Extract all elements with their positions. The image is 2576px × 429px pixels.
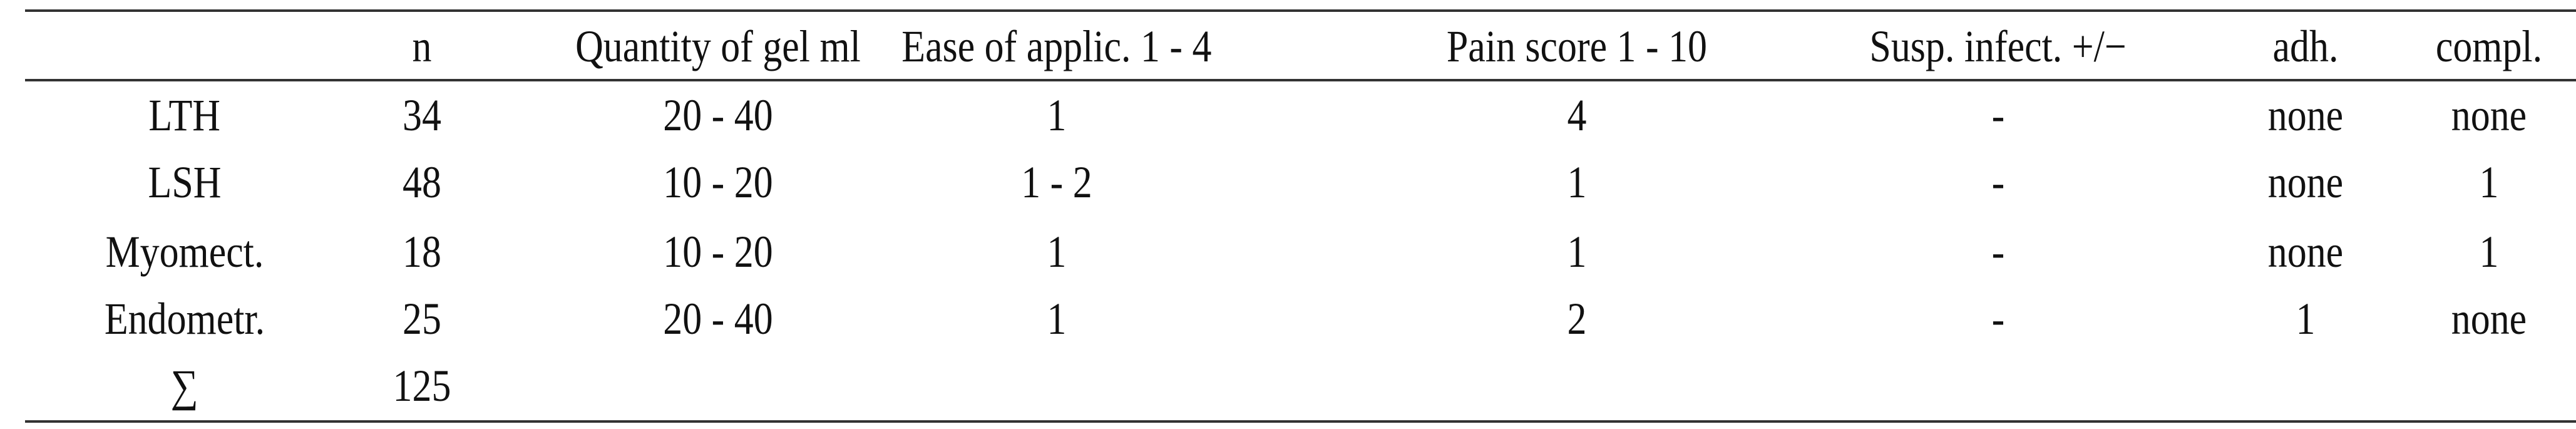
table-cell: 10 - 20 (468, 227, 968, 277)
table-cell-text: 20 - 40 (663, 90, 773, 140)
table-cell: 1 (2239, 227, 2576, 277)
column-header: adh. (2055, 21, 2556, 71)
column-header-text: Ease of applic. 1 - 4 (901, 21, 1212, 71)
table-cell: 20 - 40 (468, 90, 968, 140)
table-cell-text: 1 (1567, 227, 1587, 277)
row-label: ∑ (0, 361, 435, 411)
table-cell: 20 - 40 (468, 294, 968, 344)
table-cell: 18 (172, 227, 672, 277)
table-cell-text: 1 (2479, 227, 2499, 277)
table-cell: 1 (1326, 157, 1827, 207)
table-cell: 1 (806, 90, 1307, 140)
table-cell-text: 48 (403, 157, 441, 207)
table-cell-text: 1 (1567, 157, 1587, 207)
table-cell: none (2239, 294, 2576, 344)
top-rule (25, 9, 2576, 12)
row-label-text: LSH (148, 157, 222, 207)
header-rule (25, 79, 2576, 81)
column-header-text: adh. (2272, 21, 2339, 71)
table-cell: 25 (172, 294, 672, 344)
table-cell-text: 2 (1567, 294, 1587, 344)
row-label-text: Endometr. (104, 294, 265, 344)
column-header: Pain score 1 - 10 (1326, 21, 1827, 71)
table-cell-text: - (1991, 294, 2005, 344)
table-cell: 1 (806, 227, 1307, 277)
row-label: LTH (0, 90, 435, 140)
row-label: Myomect. (0, 227, 435, 277)
table-cell: none (2239, 90, 2576, 140)
row-label: Endometr. (0, 294, 435, 344)
table-cell: 34 (172, 90, 672, 140)
table-cell-text: 4 (1567, 90, 1587, 140)
table-cell: 1 - 2 (806, 157, 1307, 207)
table-cell-text: 1 (1047, 227, 1067, 277)
table-cell: 1 (2239, 157, 2576, 207)
table-cell: 2 (1326, 294, 1827, 344)
table-cell: 10 - 20 (468, 157, 968, 207)
table-cell-text: - (1991, 227, 2005, 277)
column-header: Susp. infect. +/− (1748, 21, 2249, 71)
table-cell: 125 (172, 361, 672, 411)
table-cell-text: 1 - 2 (1021, 157, 1092, 207)
column-header: Ease of applic. 1 - 4 (806, 21, 1307, 71)
table-cell-text: 10 - 20 (663, 227, 773, 277)
table-cell-text: 34 (403, 90, 441, 140)
table-cell-text: 1 (2296, 294, 2316, 344)
table-cell: none (2055, 157, 2556, 207)
column-header: compl. (2239, 21, 2576, 71)
table-cell: 48 (172, 157, 672, 207)
table-cell-text: none (2451, 294, 2527, 344)
column-header: n (172, 21, 672, 71)
table-cell: none (2055, 227, 2556, 277)
row-label-text: ∑ (170, 361, 199, 411)
column-header-text: Pain score 1 - 10 (1446, 21, 1708, 71)
table-cell-text: 18 (403, 227, 441, 277)
table-cell-text: 1 (1047, 294, 1067, 344)
column-header-text: Susp. infect. +/− (1869, 21, 2127, 71)
table-cell: - (1748, 90, 2249, 140)
table-cell-text: - (1991, 90, 2005, 140)
table-cell: 1 (1326, 227, 1827, 277)
column-header: Quantity of gel ml (468, 21, 968, 71)
table-cell: - (1748, 227, 2249, 277)
table-cell (2239, 361, 2576, 411)
bottom-rule (25, 420, 2576, 423)
table-cell-text: 25 (403, 294, 441, 344)
table-cell-text: none (2267, 90, 2344, 140)
row-label-text: LTH (148, 90, 221, 140)
table-cell-text: 20 - 40 (663, 294, 773, 344)
table-cell-text: 1 (1047, 90, 1067, 140)
table-cell: none (2055, 90, 2556, 140)
table-cell: 4 (1326, 90, 1827, 140)
table-cell-text: 10 - 20 (663, 157, 773, 207)
column-header-text: n (412, 21, 432, 71)
row-label: LSH (0, 157, 435, 207)
table-cell-text: none (2451, 90, 2527, 140)
table-cell: 1 (806, 294, 1307, 344)
table-cell-text: 125 (393, 361, 451, 411)
table-cell: - (1748, 294, 2249, 344)
row-label-text: Myomect. (105, 227, 264, 277)
table-cell-text: none (2267, 227, 2344, 277)
table-cell-text: 1 (2479, 157, 2499, 207)
table-cell: 1 (2055, 294, 2556, 344)
table-cell (806, 361, 1307, 411)
column-header-text: compl. (2435, 21, 2543, 71)
table-cell-text: none (2267, 157, 2344, 207)
column-header-text: Quantity of gel ml (575, 21, 861, 71)
table-cell: - (1748, 157, 2249, 207)
table-cell-text: - (1991, 157, 2005, 207)
